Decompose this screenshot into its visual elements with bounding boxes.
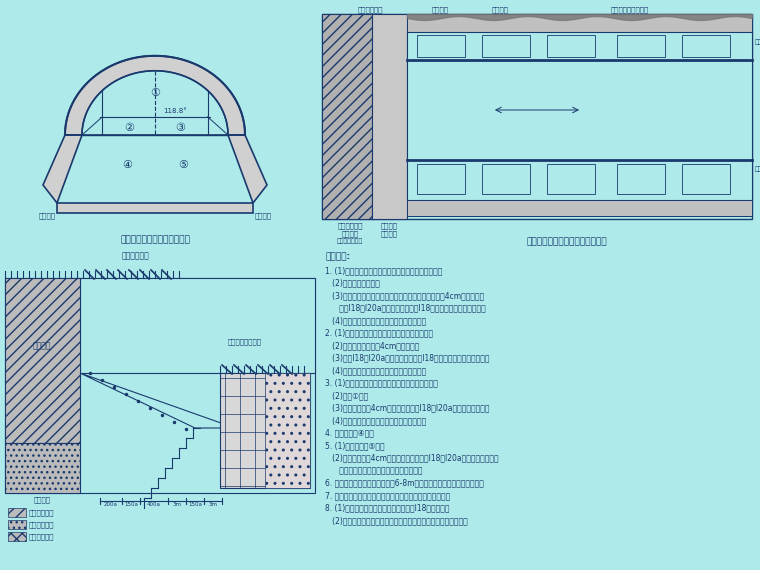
Text: 掌部超前支护: 掌部超前支护 bbox=[121, 251, 149, 260]
Bar bbox=[8, 508, 26, 517]
Text: 118.8°: 118.8° bbox=[163, 108, 187, 114]
Text: ②: ② bbox=[125, 123, 135, 133]
Text: 4. 超通敞开挖④部。: 4. 超通敞开挖④部。 bbox=[325, 429, 374, 438]
Text: (2)超通敞开挖工部。: (2)超通敞开挖工部。 bbox=[325, 279, 380, 287]
Text: 掌溃二次衬砌: 掌溃二次衬砌 bbox=[29, 509, 55, 516]
Text: 3. (1)利用上一循环架立的钢架继作隧道超前支护。: 3. (1)利用上一循环架立的钢架继作隧道超前支护。 bbox=[325, 378, 438, 388]
Bar bbox=[80, 278, 315, 373]
Text: (3)接长I18和I20a钢架或格栅钢架及I18临时钢架，并设钢脚锚杆。: (3)接长I18和I20a钢架或格栅钢架及I18临时钢架，并设钢脚锚杆。 bbox=[325, 353, 489, 363]
Text: 初期支护之停站: 初期支护之停站 bbox=[755, 166, 760, 172]
Text: 7. 覆就底部仰拱及遂底填充（仰拱及遂底填充分次施作）。: 7. 覆就底部仰拱及遂底填充（仰拱及遂底填充分次施作）。 bbox=[325, 491, 450, 500]
Bar bbox=[417, 35, 465, 57]
Text: (3)施作工部导坑周边的初期支护和临时支护，初初喷4cm厚混凝土，: (3)施作工部导坑周边的初期支护和临时支护，初初喷4cm厚混凝土， bbox=[325, 291, 484, 300]
Polygon shape bbox=[65, 56, 245, 135]
Polygon shape bbox=[43, 135, 82, 203]
Text: 边坡基础: 边坡基础 bbox=[432, 6, 448, 13]
Bar bbox=[220, 373, 310, 488]
Bar bbox=[322, 14, 372, 219]
Text: 架立I18和I20a钢架或格栅钢架及I18临时钢架，并设钢脚锚杆。: 架立I18和I20a钢架或格栅钢架及I18临时钢架，并设钢脚锚杆。 bbox=[325, 303, 486, 312]
Bar bbox=[322, 14, 752, 219]
Text: 临时仰拱: 临时仰拱 bbox=[255, 212, 271, 219]
Text: (4)检设径向锚杆茶复喷混凝土至设计厚度。: (4)检设径向锚杆茶复喷混凝土至设计厚度。 bbox=[325, 416, 426, 425]
Text: (2)导坑底部初喷4cm厚混凝土，安设架立I18和I20a钢架或格栅钢架使: (2)导坑底部初喷4cm厚混凝土，安设架立I18和I20a钢架或格栅钢架使 bbox=[325, 454, 499, 462]
Bar bbox=[372, 14, 407, 219]
Bar bbox=[407, 60, 752, 160]
Text: ⑤: ⑤ bbox=[178, 160, 188, 170]
Text: 初期支护之喷混凝土: 初期支护之喷混凝土 bbox=[611, 6, 649, 13]
Bar bbox=[407, 160, 752, 200]
Bar bbox=[482, 164, 530, 194]
Text: 2. (1)滑落于工部一段距离后，超通敞开挖工部。: 2. (1)滑落于工部一段距离后，超通敞开挖工部。 bbox=[325, 328, 433, 337]
Text: 5. (1)超通敞开挖⑤部。: 5. (1)超通敞开挖⑤部。 bbox=[325, 441, 385, 450]
Polygon shape bbox=[228, 135, 267, 203]
Bar bbox=[8, 520, 26, 529]
Text: 400a: 400a bbox=[147, 502, 161, 507]
Text: 3m: 3m bbox=[173, 502, 182, 507]
Bar bbox=[682, 164, 730, 194]
Bar bbox=[5, 443, 80, 493]
Bar bbox=[407, 32, 752, 60]
Text: 掌溃二次衬砌: 掌溃二次衬砌 bbox=[337, 222, 363, 229]
Text: 钢架封闭成环，复喷混凝土至设计厚度。: 钢架封闭成环，复喷混凝土至设计厚度。 bbox=[325, 466, 423, 475]
Text: 初期支护之停站: 初期支护之停站 bbox=[337, 238, 363, 244]
Text: 导坑掌部超前支护: 导坑掌部超前支护 bbox=[228, 338, 262, 345]
Bar bbox=[547, 164, 595, 194]
Text: 遂底填充: 遂底填充 bbox=[381, 230, 397, 237]
Text: 遂底填充: 遂底填充 bbox=[341, 230, 359, 237]
Text: 8. (1)根据监控量测细果分析，拆除剩余I18临时钢架。: 8. (1)根据监控量测细果分析，拆除剩余I18临时钢架。 bbox=[325, 503, 449, 512]
Bar bbox=[417, 164, 465, 194]
Text: 6. 逐段拆除遇近已完成二次衬砌6-8m范围内两侧壁底部临时钢架单元。: 6. 逐段拆除遇近已完成二次衬砌6-8m范围内两侧壁底部临时钢架单元。 bbox=[325, 478, 484, 487]
Bar bbox=[265, 373, 310, 488]
Bar bbox=[407, 200, 752, 216]
Text: (2)开挖①部。: (2)开挖①部。 bbox=[325, 391, 369, 400]
Text: 双侧壁导坑法施工工序横断图: 双侧壁导坑法施工工序横断图 bbox=[120, 235, 190, 244]
Bar bbox=[5, 278, 315, 493]
Text: 3m: 3m bbox=[208, 502, 217, 507]
Bar bbox=[5, 278, 80, 443]
Bar bbox=[407, 14, 752, 32]
Text: 遂底填充: 遂底填充 bbox=[492, 6, 508, 13]
Text: 掌溃二次衬砌: 掌溃二次衬砌 bbox=[357, 6, 383, 13]
Text: 150a: 150a bbox=[188, 502, 202, 507]
Text: 临时仰拱: 临时仰拱 bbox=[39, 212, 55, 219]
Text: 初期二次衬砌: 初期二次衬砌 bbox=[29, 521, 55, 528]
Text: (4)检设系统锚杆茶复喷混凝土至设计厚度。: (4)检设系统锚杆茶复喷混凝土至设计厚度。 bbox=[325, 366, 426, 375]
Text: 遂底填充: 遂底填充 bbox=[33, 496, 50, 503]
Text: 二次衬砌: 二次衬砌 bbox=[33, 341, 51, 350]
Text: 150a: 150a bbox=[124, 502, 138, 507]
Polygon shape bbox=[57, 203, 253, 213]
Text: ④: ④ bbox=[122, 160, 132, 170]
Bar bbox=[547, 35, 595, 57]
Text: 施工工序:: 施工工序: bbox=[325, 252, 350, 261]
Bar bbox=[482, 35, 530, 57]
Text: 初期前期支护: 初期前期支护 bbox=[29, 533, 55, 540]
Text: 遂底填充: 遂底填充 bbox=[381, 222, 397, 229]
Text: 1. (1)利作上一循环架立的钢架继续作隧道超前支护。: 1. (1)利作上一循环架立的钢架继续作隧道超前支护。 bbox=[325, 266, 442, 275]
Bar bbox=[682, 35, 730, 57]
Text: 临叶支护之喷混凝土: 临叶支护之喷混凝土 bbox=[755, 39, 760, 45]
Text: 200a: 200a bbox=[104, 502, 118, 507]
Text: (4)检设径向锚杆茶复喷混凝土至设计厚度。: (4)检设径向锚杆茶复喷混凝土至设计厚度。 bbox=[325, 316, 426, 325]
Bar bbox=[617, 164, 665, 194]
Text: (3)导坑周边初喷4cm厚混凝土，架立I18和I20a钢架或格栅钢架。: (3)导坑周边初喷4cm厚混凝土，架立I18和I20a钢架或格栅钢架。 bbox=[325, 404, 489, 413]
Text: ③: ③ bbox=[176, 123, 185, 133]
Bar bbox=[8, 532, 26, 541]
Bar bbox=[617, 35, 665, 57]
Text: 双侧壁导坑法施工工序平面示意图: 双侧壁导坑法施工工序平面示意图 bbox=[527, 237, 607, 246]
Text: (2)利用衬砌台车尽早一次性灌注二次衬砌（掌溃部可时施作）。: (2)利用衬砌台车尽早一次性灌注二次衬砌（掌溃部可时施作）。 bbox=[325, 516, 467, 525]
Text: ①: ① bbox=[150, 88, 160, 97]
Text: (2)导坑周边部分初喷4cm厚混凝土。: (2)导坑周边部分初喷4cm厚混凝土。 bbox=[325, 341, 420, 350]
Polygon shape bbox=[80, 373, 235, 428]
